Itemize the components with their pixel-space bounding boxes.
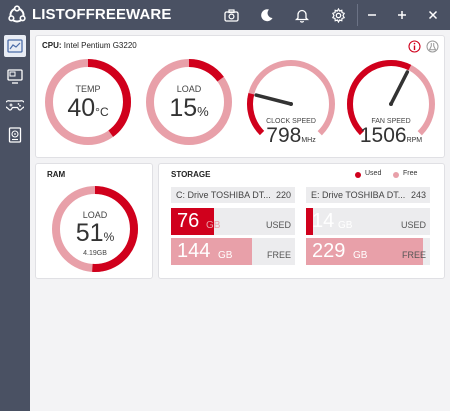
cpu-label: CPU: [42, 41, 62, 50]
cpu-load-label: LOAD [176, 84, 202, 94]
clock-speed-value: 798 [266, 124, 302, 147]
minimize-icon[interactable] [362, 5, 382, 25]
drive-c-free-fill [171, 238, 252, 265]
drive-e-free-bar: 229 GB FREE [306, 238, 430, 265]
temp-value: 40 [67, 94, 96, 122]
drive-e-used-value: 14 [312, 210, 335, 232]
temp-label: TEMP [75, 84, 101, 94]
temp-gauge: TEMP 40°C [42, 56, 134, 148]
drive-c-free-value: 144 [177, 240, 211, 262]
title-bar: LISTOFFREEWARE [0, 0, 450, 30]
cpu-panel: CPU: Intel Pentium G3220 TEMP 40°C LOAD … [35, 35, 445, 158]
fan-speed-value-wrap: 1506RPM [343, 124, 439, 148]
maximize-icon[interactable] [392, 5, 412, 25]
cpu-load-gauge-ring [146, 59, 232, 145]
app-title: LISTOFFREEWARE [32, 6, 172, 23]
legend-free-swatch [393, 172, 399, 178]
drive-e-free-tag: FREE [401, 250, 426, 260]
drive-c-used-bar: 76 GB USED [171, 208, 295, 235]
ram-load-value-wrap: 51% [49, 219, 141, 248]
gear-icon[interactable] [328, 5, 348, 25]
sidebar-item-gaming[interactable] [4, 94, 26, 116]
drive-c-card[interactable]: C: Drive TOSHIBA DT... 220 76 GB USED 14… [171, 187, 295, 271]
ram-load-gauge: LOAD 51% 4.19GB [49, 183, 141, 275]
cpu-load-value-wrap: 15% [143, 94, 235, 123]
drive-e-used-fill [306, 208, 314, 235]
cpu-load-value: 15 [169, 94, 198, 122]
info-icon[interactable] [408, 40, 421, 53]
drive-e-size: 243 [410, 190, 426, 200]
drive-e-card[interactable]: E: Drive TOSHIBA DT... 243 14 GB USED 22… [306, 187, 430, 271]
fan-speed-unit: RPM [406, 137, 423, 144]
cpu-load-gauge: LOAD 15% [143, 56, 235, 148]
drive-e-name: E: Drive TOSHIBA DT... [311, 190, 406, 200]
legend-free-label: Free [403, 170, 418, 177]
ram-panel: RAM LOAD 51% 4.19GB [35, 163, 153, 279]
drive-c-name-row: C: Drive TOSHIBA DT... 220 [171, 187, 295, 203]
ram-load-gauge-ring [52, 186, 138, 272]
dashboard-icon [7, 39, 23, 53]
titlebar-divider [357, 4, 358, 26]
drive-c-used-unit: GB [206, 220, 221, 231]
storage-panel: STORAGE Used Free C: Drive TOSHIBA DT...… [158, 163, 445, 279]
bell-icon[interactable] [292, 5, 312, 25]
sidebar [0, 30, 30, 411]
legend-used-swatch [355, 172, 361, 178]
ram-used-amount: 4.19GB [83, 250, 107, 257]
cpu-model: Intel Pentium G3220 [63, 41, 137, 50]
fan-speed-value: 1506 [359, 124, 407, 147]
ram-load-unit: % [103, 230, 115, 244]
fan-speed-gauge-dial [347, 59, 435, 148]
drive-c-free-bar: 144 GB FREE [171, 238, 295, 265]
drive-e-used-bar: 14 GB USED [306, 208, 430, 235]
cpu-load-unit: % [197, 104, 209, 119]
drive-e-name-row: E: Drive TOSHIBA DT... 243 [306, 187, 430, 203]
temp-gauge-ring [45, 59, 131, 145]
drive-c-used-fill [171, 208, 215, 235]
gamepad-icon [6, 100, 24, 111]
sidebar-item-storage[interactable] [4, 124, 26, 146]
ram-title: RAM [47, 170, 66, 179]
drive-c-size: 220 [275, 190, 291, 200]
clock-speed-value-wrap: 798MHz [243, 124, 339, 148]
drive-e-used-tag: USED [400, 220, 426, 230]
drive-c-used-value: 76 [177, 210, 200, 232]
drive-c-free-unit: GB [218, 250, 233, 261]
camera-icon[interactable] [221, 5, 241, 25]
fan-speed-label: FAN SPEED [371, 118, 411, 125]
drive-e-free-value: 229 [312, 240, 346, 262]
monitor-icon [7, 68, 23, 84]
cpu-title: CPU: Intel Pentium G3220 [42, 41, 137, 50]
close-icon[interactable] [423, 5, 443, 25]
temp-unit: °C [95, 105, 109, 119]
drive-e-used-unit: GB [338, 220, 353, 231]
fan-speed-gauge: FAN SPEED 1506RPM [343, 56, 439, 152]
ram-load-value: 51 [75, 219, 104, 247]
app-logo-icon [8, 5, 26, 23]
drive-e-free-fill [306, 238, 423, 265]
drive-c-free-tag: FREE [266, 250, 291, 260]
drive-c-used-tag: USED [265, 220, 291, 230]
moon-icon[interactable] [257, 5, 277, 25]
ram-load-label: LOAD [82, 210, 108, 220]
clock-speed-unit: MHz [301, 137, 316, 144]
temp-value-wrap: 40°C [42, 94, 134, 123]
clock-speed-gauge-dial [247, 59, 335, 148]
drive-e-free-unit: GB [353, 250, 368, 261]
flask-icon[interactable] [426, 40, 439, 53]
clock-speed-label: CLOCK SPEED [266, 118, 316, 125]
legend-used-label: Used [365, 170, 382, 177]
sidebar-item-monitor[interactable] [4, 65, 26, 87]
clock-speed-gauge: CLOCK SPEED 798MHz [243, 56, 339, 152]
storage-title: STORAGE [171, 170, 211, 179]
sidebar-item-dashboard[interactable] [4, 35, 26, 57]
drive-icon [8, 127, 22, 143]
drive-c-name: C: Drive TOSHIBA DT... [176, 190, 271, 200]
